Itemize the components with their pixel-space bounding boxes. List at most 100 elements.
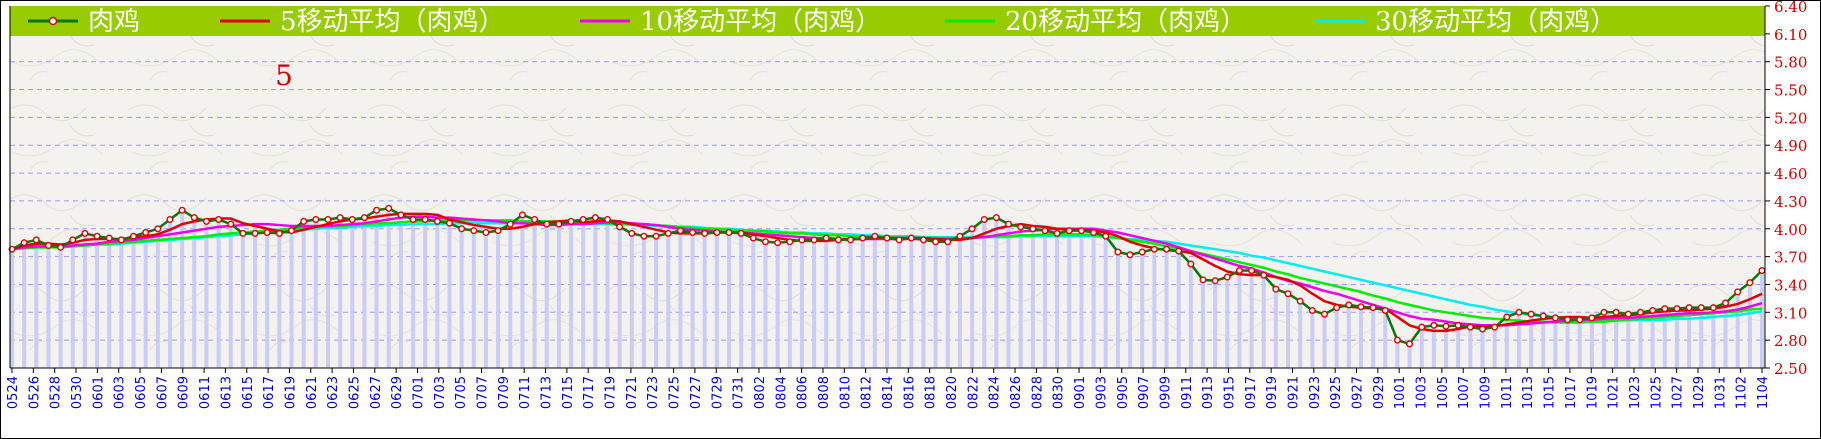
x-tick-label: 1013 bbox=[1521, 376, 1536, 409]
price-point bbox=[1333, 304, 1341, 312]
value-bar bbox=[277, 233, 282, 368]
value-bar bbox=[1650, 310, 1655, 368]
value-bar bbox=[1553, 317, 1558, 368]
price-point bbox=[822, 234, 830, 242]
price-point bbox=[324, 215, 332, 223]
value-bar bbox=[787, 241, 792, 368]
x-tick-label: 0717 bbox=[582, 376, 597, 409]
price-point bbox=[591, 214, 599, 222]
x-tick-label: 0826 bbox=[1009, 376, 1024, 409]
price-point bbox=[470, 227, 478, 235]
price-point bbox=[506, 220, 514, 228]
value-bar bbox=[180, 210, 185, 368]
value-bar bbox=[848, 239, 853, 368]
y-tick-label: 2.50 bbox=[1774, 360, 1807, 378]
value-bar bbox=[1310, 310, 1315, 368]
value-bar bbox=[1614, 312, 1619, 368]
value-bar bbox=[1237, 270, 1242, 368]
price-point bbox=[373, 206, 381, 214]
value-bar bbox=[1079, 230, 1084, 368]
value-bar bbox=[1286, 293, 1291, 368]
x-tick-label: 0713 bbox=[540, 376, 555, 409]
value-bar bbox=[1395, 340, 1400, 368]
value-bar bbox=[1371, 307, 1376, 368]
value-bar bbox=[544, 224, 549, 368]
value-bar bbox=[1346, 304, 1351, 368]
value-bar bbox=[1419, 327, 1424, 368]
x-tick-label: 0627 bbox=[369, 376, 384, 409]
value-bar bbox=[1176, 251, 1181, 368]
value-bar bbox=[654, 236, 659, 368]
x-tick-label: 0725 bbox=[668, 376, 683, 409]
value-bar bbox=[727, 232, 732, 368]
value-bar bbox=[775, 242, 780, 368]
value-bar bbox=[1140, 251, 1145, 368]
value-bar bbox=[34, 239, 39, 368]
value-bar bbox=[1128, 254, 1133, 368]
value-bar bbox=[666, 233, 671, 368]
value-bar bbox=[945, 241, 950, 368]
price-point bbox=[1746, 279, 1754, 287]
price-point bbox=[713, 228, 721, 236]
price-point bbox=[1187, 260, 1195, 268]
value-bar bbox=[714, 232, 719, 368]
series-markers bbox=[8, 204, 1766, 348]
price-point bbox=[834, 236, 842, 244]
price-point bbox=[1466, 323, 1474, 331]
x-tick-label: 1102 bbox=[1735, 376, 1750, 409]
x-tick-label: 0913 bbox=[1201, 376, 1216, 409]
price-point bbox=[44, 241, 52, 249]
price-point bbox=[1029, 225, 1037, 233]
value-bar bbox=[593, 217, 598, 368]
price-point bbox=[1478, 325, 1486, 333]
x-tick-label: 0818 bbox=[924, 376, 939, 409]
price-point bbox=[628, 229, 636, 237]
x-tick-label: 0709 bbox=[497, 376, 512, 409]
price-point bbox=[81, 229, 89, 237]
value-bar bbox=[678, 230, 683, 368]
value-bar bbox=[824, 238, 829, 368]
price-point bbox=[919, 236, 927, 244]
price-point bbox=[20, 239, 28, 247]
price-point bbox=[749, 234, 757, 242]
value-bar bbox=[362, 217, 367, 368]
panel-label: 5 bbox=[275, 59, 293, 92]
price-point bbox=[494, 227, 502, 235]
price-point bbox=[992, 214, 1000, 222]
value-bar bbox=[119, 239, 124, 368]
price-point bbox=[1138, 248, 1146, 256]
price-point bbox=[397, 211, 405, 219]
value-bar bbox=[1030, 228, 1035, 368]
value-bar bbox=[22, 242, 27, 368]
price-point bbox=[458, 225, 466, 233]
value-bar bbox=[1516, 312, 1521, 368]
value-bar bbox=[933, 241, 938, 368]
value-bar bbox=[374, 210, 379, 368]
price-point bbox=[1503, 313, 1511, 321]
price-point bbox=[1017, 223, 1025, 231]
price-point bbox=[1551, 314, 1559, 322]
value-bar bbox=[1723, 303, 1728, 368]
y-tick-label: 3.40 bbox=[1774, 276, 1807, 294]
value-bar bbox=[46, 245, 51, 368]
price-point bbox=[142, 228, 150, 236]
y-tick-label: 6.10 bbox=[1774, 26, 1807, 44]
x-tick-label: 1019 bbox=[1585, 376, 1600, 409]
x-tick-label: 0814 bbox=[881, 376, 896, 409]
x-tick-label: 0605 bbox=[134, 376, 149, 409]
price-point bbox=[1272, 285, 1280, 293]
x-tick-label: 1021 bbox=[1607, 376, 1622, 409]
grid-lines bbox=[10, 33, 1765, 341]
x-tick-label: 0715 bbox=[561, 376, 576, 409]
price-point bbox=[1709, 304, 1717, 312]
x-tick-label: 0917 bbox=[1244, 376, 1259, 409]
price-point bbox=[1527, 310, 1535, 318]
price-point bbox=[737, 229, 745, 237]
x-tick-label: 1007 bbox=[1457, 376, 1472, 409]
value-bar bbox=[751, 238, 756, 368]
value-bar bbox=[301, 221, 306, 368]
value-bar bbox=[1674, 308, 1679, 368]
price-point bbox=[69, 236, 77, 244]
value-bar bbox=[82, 233, 87, 368]
y-tick-label: 4.60 bbox=[1774, 165, 1807, 183]
